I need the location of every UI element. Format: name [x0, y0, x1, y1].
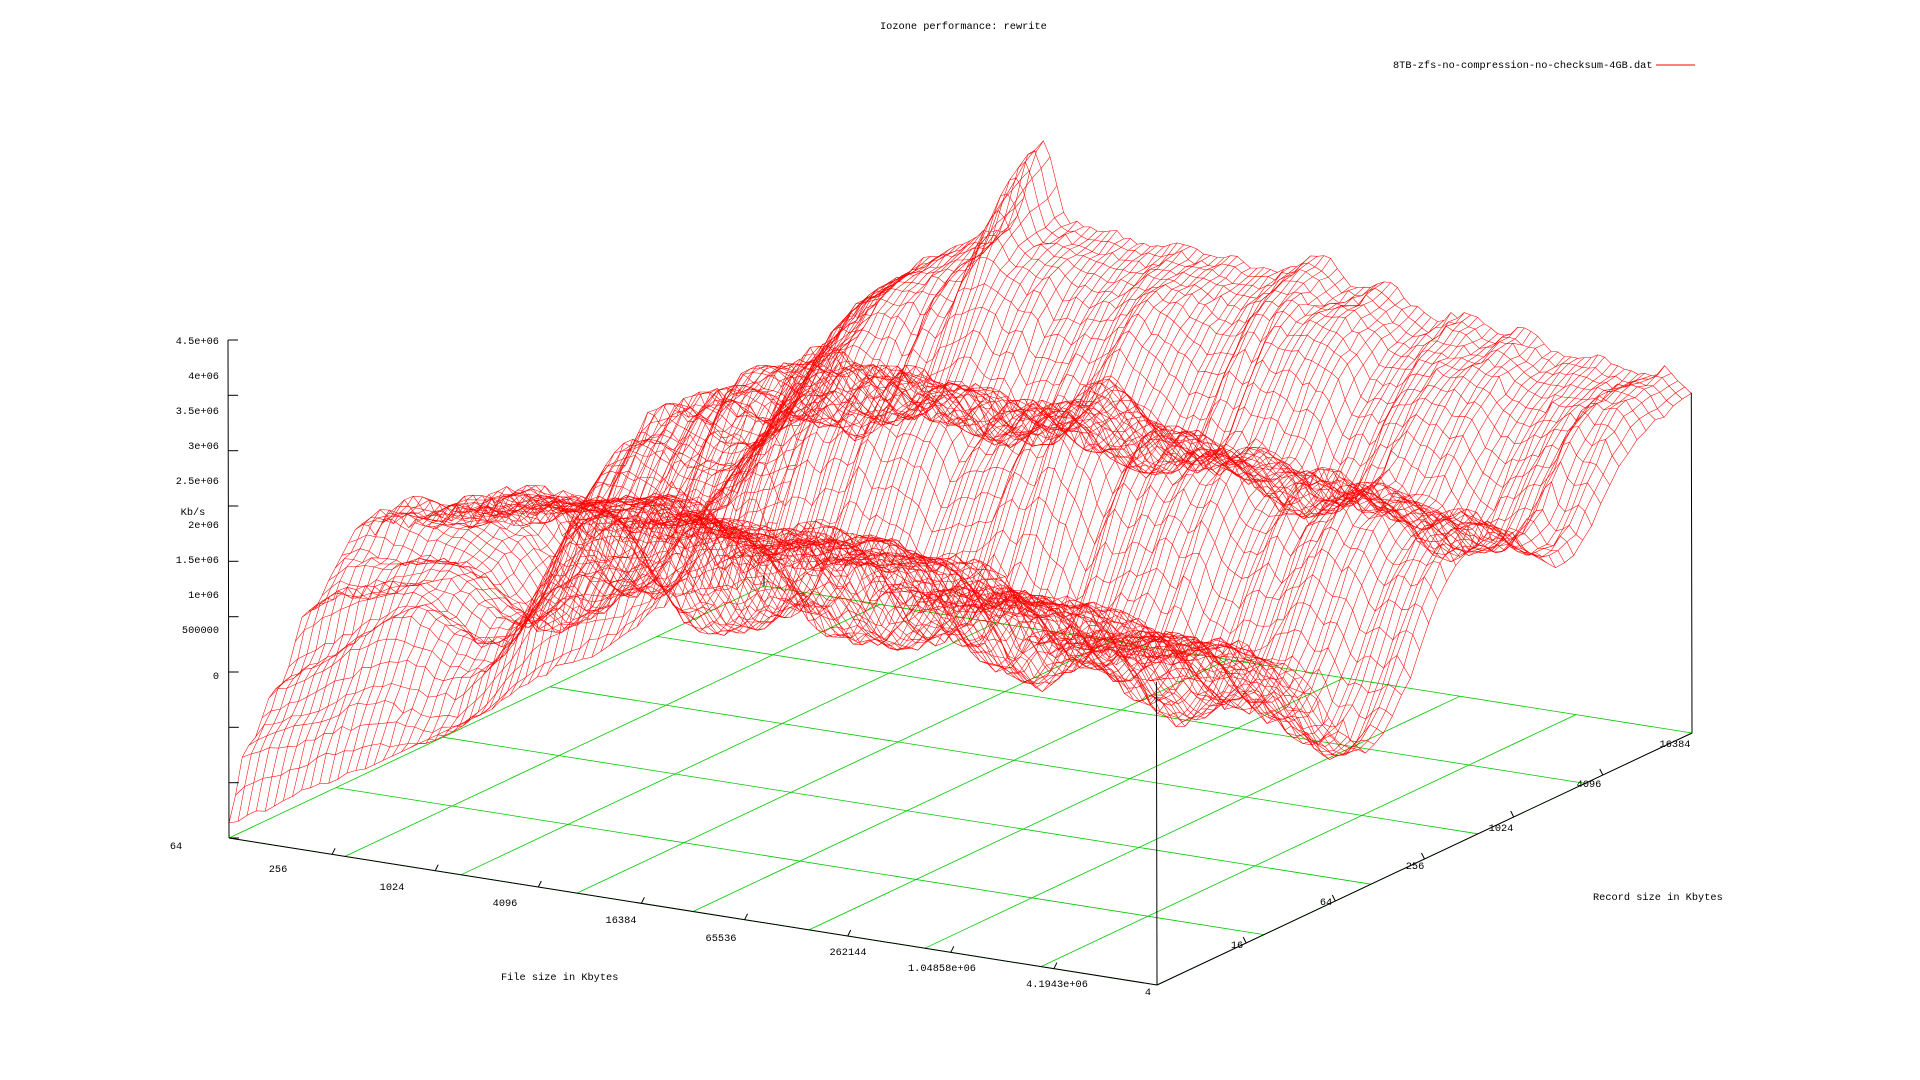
svg-text:256: 256 [269, 864, 288, 876]
svg-text:1e+06: 1e+06 [188, 590, 219, 602]
svg-text:64: 64 [1320, 897, 1332, 909]
svg-text:16384: 16384 [606, 915, 637, 927]
svg-text:4096: 4096 [1577, 779, 1602, 791]
svg-text:Kb/s: Kb/s [181, 507, 206, 519]
svg-text:8TB-zfs-no-compression-no-chec: 8TB-zfs-no-compression-no-checksum-4GB.d… [1393, 60, 1653, 72]
svg-text:4e+06: 4e+06 [188, 371, 219, 383]
svg-text:16: 16 [1231, 940, 1243, 952]
svg-text:262144: 262144 [829, 947, 866, 959]
svg-text:4: 4 [1145, 987, 1151, 999]
svg-text:4096: 4096 [493, 898, 518, 910]
svg-text:65536: 65536 [706, 933, 737, 945]
svg-text:64: 64 [170, 841, 182, 853]
svg-text:2.5e+06: 2.5e+06 [176, 476, 219, 488]
svg-text:3e+06: 3e+06 [188, 441, 219, 453]
svg-text:500000: 500000 [182, 625, 219, 637]
svg-text:2e+06: 2e+06 [188, 520, 219, 532]
svg-text:4.1943e+06: 4.1943e+06 [1026, 979, 1088, 991]
svg-text:File size in Kbytes: File size in Kbytes [501, 972, 618, 984]
svg-text:Iozone performance: rewrite: Iozone performance: rewrite [880, 21, 1047, 33]
svg-text:1.5e+06: 1.5e+06 [176, 555, 219, 567]
svg-text:0: 0 [213, 671, 219, 683]
svg-text:256: 256 [1406, 861, 1425, 873]
svg-text:Record size in Kbytes: Record size in Kbytes [1593, 892, 1723, 904]
svg-text:1.04858e+06: 1.04858e+06 [908, 963, 976, 975]
svg-text:1024: 1024 [380, 882, 405, 894]
svg-text:3.5e+06: 3.5e+06 [176, 406, 219, 418]
svg-text:16384: 16384 [1660, 739, 1691, 751]
svg-text:1024: 1024 [1489, 823, 1514, 835]
svg-text:4.5e+06: 4.5e+06 [176, 336, 219, 348]
